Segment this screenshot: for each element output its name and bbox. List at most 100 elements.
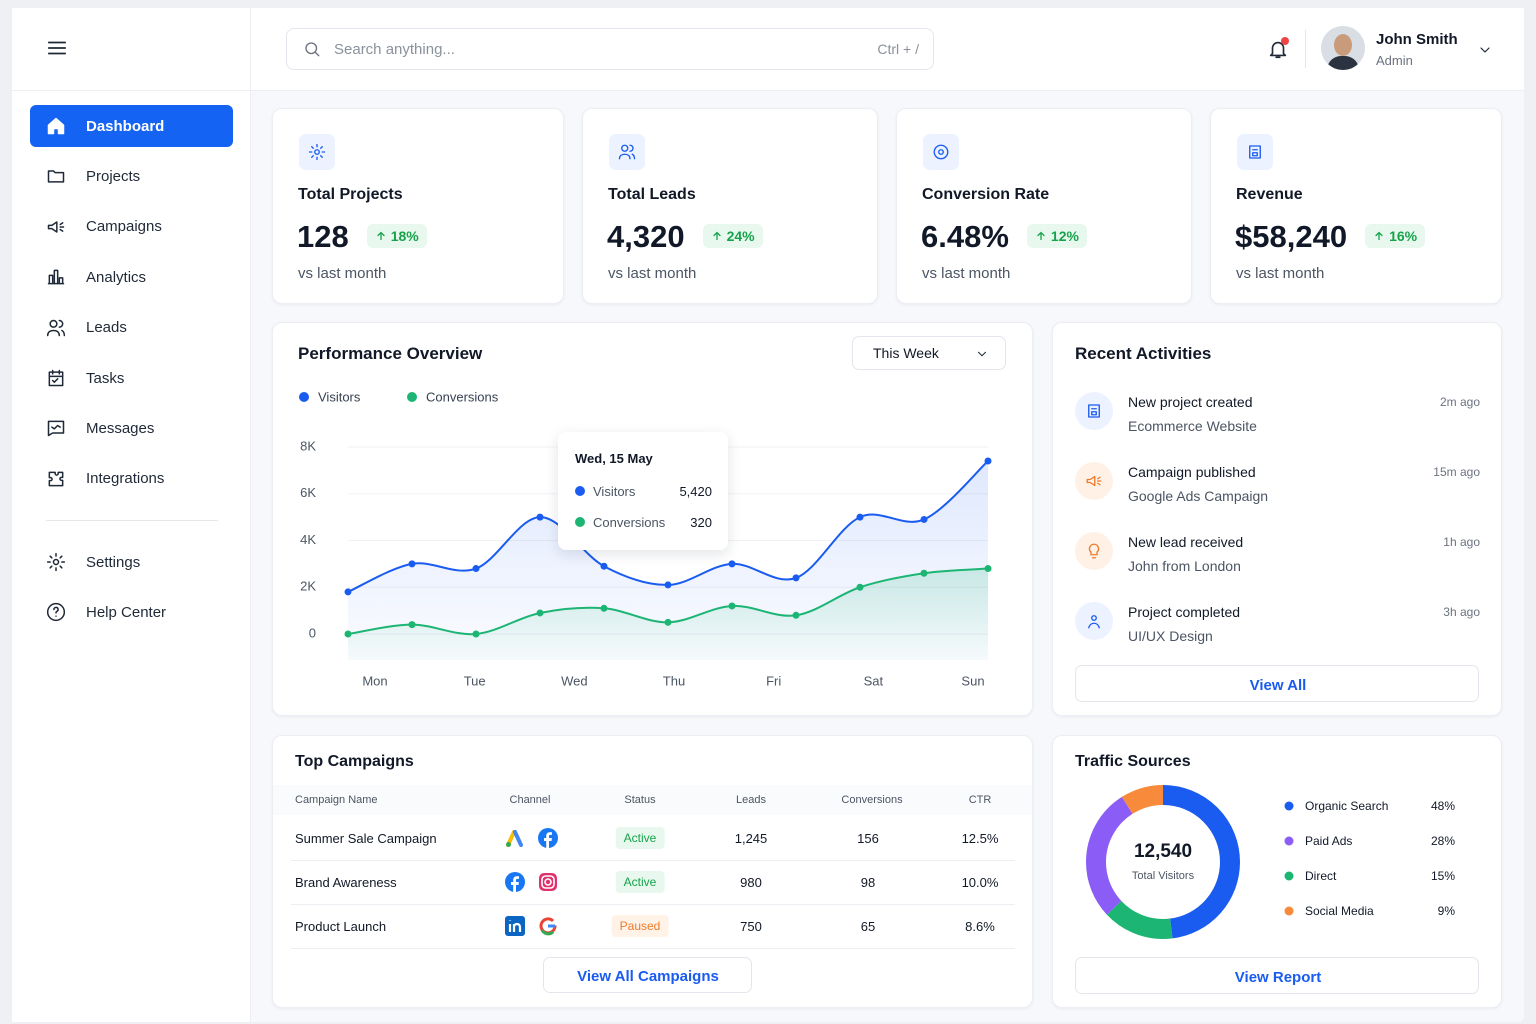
campaign-conversions: 65	[860, 918, 876, 934]
user-role: Admin	[1376, 52, 1413, 68]
menu-button	[47, 41, 67, 55]
facebook-logo	[505, 872, 525, 892]
nav-item[interactable]: Tasks	[86, 369, 125, 387]
view-report-label[interactable]: View Report	[1234, 968, 1322, 986]
logo-glyph	[544, 878, 552, 886]
tooltip-dot	[575, 486, 585, 496]
user-menu-chevron	[1480, 47, 1490, 53]
view-all-button[interactable]: View All	[1075, 665, 1479, 702]
stat-icon-path	[933, 144, 949, 160]
stat-title: Conversion Rate	[922, 186, 1050, 203]
period-value: This Week	[873, 345, 939, 361]
status-label: Active	[623, 831, 657, 845]
row-divider	[291, 860, 1015, 861]
activity-icon-path	[1088, 615, 1100, 629]
activity-title: New project created	[1128, 394, 1253, 410]
nav-item[interactable]: Dashboard	[86, 117, 165, 135]
stat-change: 16%	[1365, 224, 1426, 248]
stat-icon-bg	[923, 134, 959, 170]
activity-icon-bg	[1075, 462, 1113, 500]
view-all-label[interactable]: View All	[1249, 676, 1307, 694]
avatar-face	[1334, 34, 1352, 56]
nav-icon	[48, 471, 64, 487]
stat-value-row: 128 18%	[297, 216, 427, 256]
tooltip-series: Conversions	[593, 514, 666, 530]
nav-item[interactable]: Settings	[86, 553, 141, 571]
tooltip-value: 320	[690, 514, 712, 530]
nav-item[interactable]: Messages	[86, 419, 155, 437]
chart-tooltip: Wed, 15 May Visitors 5,420 Conversions 320	[558, 432, 728, 550]
notification-bell	[1269, 41, 1287, 59]
nav-item[interactable]: Projects	[86, 167, 141, 185]
nav-icon-path	[47, 269, 65, 285]
nav-item[interactable]: Analytics	[86, 268, 147, 286]
activity-title: New lead received	[1128, 534, 1244, 550]
stat-change-value: 16%	[1389, 228, 1418, 244]
activity-icon-path	[1088, 543, 1100, 559]
campaign-name: Summer Sale Campaign	[295, 830, 437, 846]
search-icon	[305, 42, 320, 57]
nav-icon	[46, 319, 66, 336]
stat-note: vs last month	[922, 264, 1011, 282]
nav-divider	[46, 520, 218, 521]
google-logo	[506, 830, 523, 847]
logo-glyph	[513, 830, 523, 847]
nav-icon	[47, 117, 65, 135]
nav-icon-path	[47, 117, 65, 135]
period-dropdown[interactable]	[852, 336, 1006, 370]
logo-glyph	[511, 876, 519, 892]
nav-item[interactable]: Integrations	[86, 470, 165, 488]
stat-value-row: 6.48% 12%	[921, 216, 1087, 256]
stat-note: vs last month	[298, 264, 387, 282]
tooltip-series: Visitors	[593, 483, 636, 499]
activity-title: Project completed	[1128, 604, 1241, 620]
row-divider	[291, 904, 1015, 905]
period-chevron-path	[977, 351, 987, 357]
stat-icon-path	[308, 143, 326, 161]
view-campaigns-button[interactable]: View All Campaigns	[543, 957, 752, 993]
stat-icon-bg	[299, 134, 335, 170]
nav-icon-path	[47, 420, 65, 437]
logo-glyph	[540, 929, 555, 936]
logo-glyph	[506, 842, 511, 847]
user-name: John Smith	[1376, 30, 1458, 48]
facebook-logo	[538, 828, 558, 848]
nav-item[interactable]: Campaigns	[86, 218, 162, 236]
nav-item[interactable]: Leads	[86, 319, 127, 337]
activity-icon-bg	[1075, 602, 1113, 640]
search-box[interactable]	[286, 28, 934, 70]
stat-icon	[618, 144, 636, 160]
stat-change-value: 24%	[726, 228, 755, 244]
stat-icon	[1249, 145, 1261, 159]
campaign-leads: 750	[740, 918, 762, 934]
status-badge: Active	[615, 871, 665, 893]
activity-title: Campaign published	[1128, 464, 1256, 480]
stat-title: Total Projects	[298, 186, 403, 203]
activities-card	[1052, 322, 1502, 716]
column-header: Status	[624, 793, 656, 806]
logo-bg	[539, 873, 557, 891]
stat-value: 128	[297, 218, 349, 254]
menu-button-path	[47, 41, 67, 55]
activity-subtitle: Google Ads Campaign	[1128, 488, 1269, 504]
traffic-title: Traffic Sources	[1075, 753, 1191, 770]
nav-icon-path	[48, 369, 64, 387]
column-header: Leads	[736, 793, 766, 806]
user-menu-chevron-path	[1480, 47, 1490, 53]
up-arrow-path	[377, 231, 385, 241]
notification-bell-path	[1269, 41, 1287, 59]
view-report-button[interactable]: View Report	[1075, 957, 1479, 994]
column-header: Campaign Name	[295, 793, 378, 806]
up-arrow-path	[1037, 231, 1045, 241]
activity-icon	[1088, 615, 1100, 629]
activities-title: Recent Activities	[1075, 343, 1212, 363]
logo-glyph	[508, 920, 522, 932]
view-campaigns-label[interactable]: View All Campaigns	[577, 967, 719, 985]
activity-icon	[1086, 475, 1102, 487]
stat-icon-path	[618, 144, 636, 160]
nav-item[interactable]: Help Center	[86, 603, 167, 621]
gicon-logo	[539, 917, 557, 936]
nav-icon	[48, 369, 64, 387]
column-header: CTR	[968, 793, 992, 806]
activity-subtitle: John from London	[1128, 558, 1241, 574]
